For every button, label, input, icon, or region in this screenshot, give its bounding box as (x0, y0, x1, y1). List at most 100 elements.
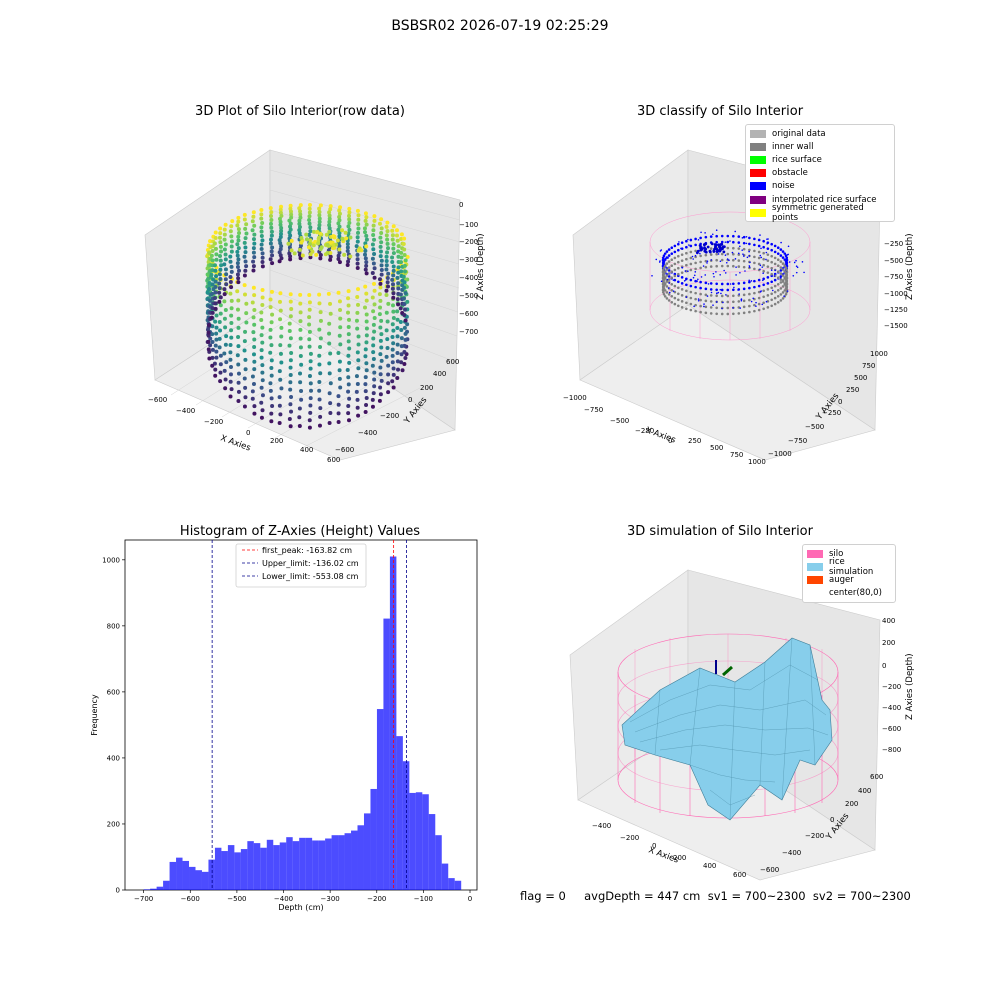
classified-point (677, 272, 680, 276)
classified-point (663, 289, 667, 292)
raw-point (259, 318, 264, 323)
classified-point (759, 234, 761, 236)
classified-point (699, 292, 702, 296)
raw-point (279, 204, 284, 209)
raw-point (328, 351, 333, 356)
raw-point (395, 375, 400, 380)
raw-point (372, 316, 377, 321)
histogram-bar (150, 888, 157, 890)
raw-point (222, 316, 227, 321)
raw-point (217, 345, 222, 350)
raw-point (235, 249, 240, 254)
raw-point (287, 343, 292, 348)
raw-point (213, 301, 218, 306)
raw-point (386, 284, 391, 289)
classified-point (760, 256, 763, 259)
raw-point (363, 211, 368, 216)
classified-point (748, 298, 751, 302)
raw-x-tick: −600 (148, 396, 167, 404)
raw-point (250, 389, 255, 394)
raw-point (228, 229, 233, 234)
classified-point (737, 235, 741, 238)
simulation-legend-item: silo (803, 547, 895, 560)
histogram-x-tick-label: −700 (134, 895, 153, 903)
raw-point (223, 222, 228, 227)
raw-point (252, 241, 257, 246)
classified-point (779, 269, 783, 272)
raw-point (243, 367, 248, 372)
raw-point (390, 360, 395, 365)
classified-point (715, 252, 718, 256)
raw-point (384, 310, 389, 315)
raw-point (347, 210, 352, 215)
classified-point (770, 248, 773, 252)
raw-point (371, 343, 376, 348)
classified-point (694, 261, 697, 265)
raw-point (403, 318, 408, 323)
raw-point (213, 306, 218, 311)
raw-point (289, 394, 294, 399)
raw-point (308, 359, 313, 364)
raw-point (288, 224, 293, 229)
raw-point (336, 253, 341, 258)
raw-point (278, 247, 283, 252)
raw-point (229, 328, 234, 333)
raw-point (378, 235, 383, 240)
raw-point (379, 226, 384, 231)
raw-point (270, 253, 275, 258)
classified-point (673, 274, 677, 278)
raw-point (209, 315, 214, 320)
raw-point (385, 280, 390, 285)
classified-point (765, 300, 768, 303)
raw-point (243, 245, 248, 250)
classified-point (737, 300, 741, 303)
classified-point (742, 311, 746, 315)
raw-point (206, 330, 211, 335)
classified-point (750, 300, 753, 303)
raw-point (348, 254, 353, 259)
raw-point (378, 385, 383, 390)
classified-point (689, 278, 693, 282)
classify-legend-item: inner wall (746, 140, 894, 153)
raw-point (308, 396, 313, 401)
raw-point (371, 336, 376, 341)
classified-point (685, 283, 688, 287)
histogram-y-axis-label: Frequency (90, 694, 99, 736)
raw-point (364, 340, 369, 345)
classified-point (670, 258, 674, 261)
raw-point (356, 342, 361, 347)
classify-legend: original data inner wall rice surface ob… (745, 124, 895, 223)
raw-point (372, 329, 377, 334)
raw-point (317, 226, 322, 231)
classified-point (680, 282, 684, 285)
raw-point (218, 328, 223, 333)
raw-point (298, 319, 303, 324)
raw-point (345, 245, 350, 250)
raw-point (217, 290, 222, 295)
classified-point (667, 278, 671, 281)
classified-point (699, 310, 702, 314)
raw-point (318, 253, 323, 258)
classified-point (787, 245, 790, 248)
raw-point (299, 236, 304, 241)
simulation-x-axis-label: X Axies (647, 845, 680, 865)
raw-point (223, 325, 228, 330)
raw-point (355, 239, 360, 244)
raw-z-tick: −100 (459, 221, 478, 229)
histogram-y-tick-label: 1000 (102, 556, 120, 564)
histogram-bar (234, 852, 241, 890)
classified-point (742, 265, 746, 269)
classified-point (704, 281, 708, 285)
raw-point (363, 230, 368, 235)
raw-point (363, 409, 368, 414)
raw-point (328, 301, 333, 306)
classified-point (703, 303, 705, 305)
raw-point (259, 234, 264, 239)
histogram-bar (396, 736, 403, 890)
classified-point (783, 258, 787, 261)
raw-point (287, 328, 292, 333)
classified-point (748, 242, 751, 246)
raw-point (337, 211, 342, 216)
classified-point (699, 236, 702, 240)
classified-point (668, 282, 671, 284)
